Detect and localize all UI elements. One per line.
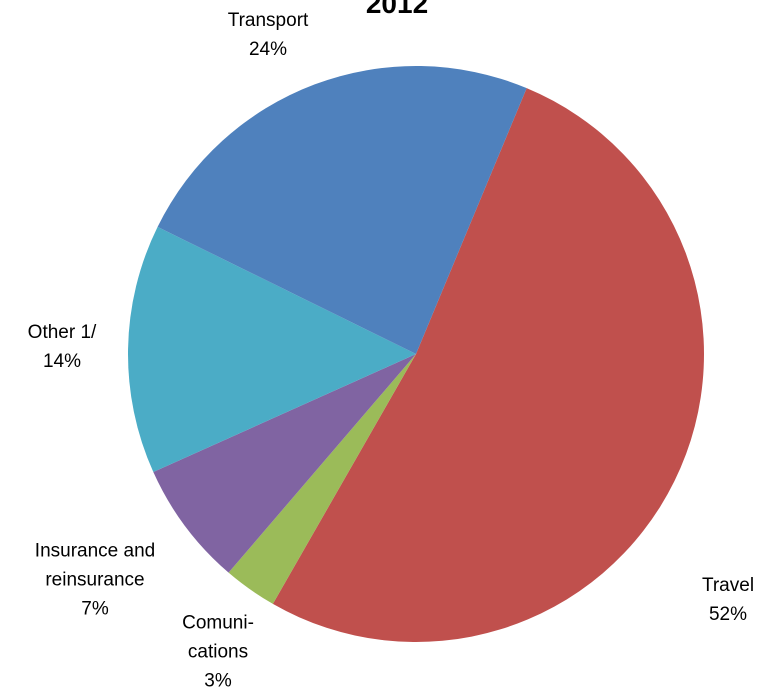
pie-slice <box>128 226 416 473</box>
pie-slice <box>272 88 704 642</box>
value-label: 14% <box>42 351 82 372</box>
slice-label: Other 1/14% <box>28 318 97 376</box>
value-label: 24% <box>248 39 288 60</box>
slice-label: Transport 24% <box>228 6 309 64</box>
pie-slice <box>153 354 417 573</box>
pie-slice <box>157 66 527 355</box>
slice-label: Comuni- cations 3% <box>182 609 254 691</box>
category-label: Transport <box>227 10 309 31</box>
category-label: Other 1/ <box>27 322 97 343</box>
category-label: Travel <box>701 575 755 596</box>
chart-title: 2012 <box>365 0 429 19</box>
category-label: Comuni- cations <box>182 612 254 663</box>
value-label: 52% <box>708 604 748 625</box>
slice-label: Travel 52% <box>702 571 754 629</box>
slice-label: Insurance and reinsurance 7% <box>35 537 155 624</box>
category-label: Insurance and reinsurance <box>34 540 156 591</box>
value-label: 3% <box>204 670 232 691</box>
value-label: 7% <box>81 598 109 620</box>
pie-slice <box>228 354 416 604</box>
